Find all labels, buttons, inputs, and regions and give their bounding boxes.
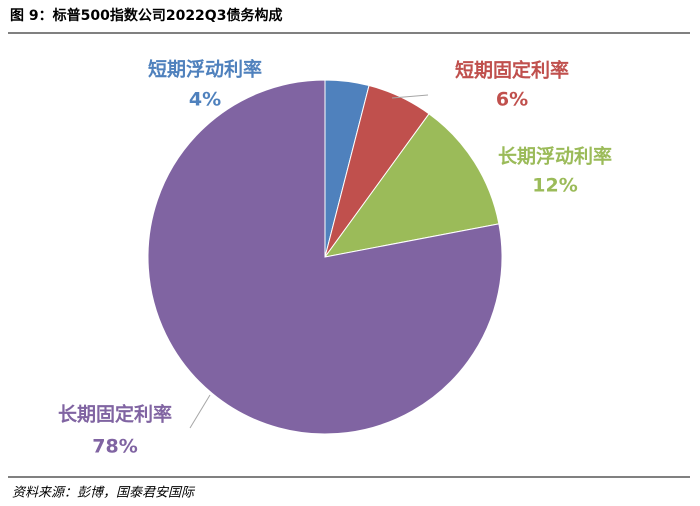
value-label: 4% xyxy=(189,89,221,111)
pie-slice xyxy=(147,79,503,435)
category-label: 长期固定利率 xyxy=(58,403,172,426)
chart-title: 图 9：标普500指数公司2022Q3债务构成 xyxy=(10,7,282,24)
value-label: 12% xyxy=(532,175,577,197)
pie-slice xyxy=(323,113,500,258)
source-note: 资料来源：彭博，国泰君安国际 xyxy=(12,486,196,501)
value-label: 6% xyxy=(496,89,528,111)
value-label: 78% xyxy=(92,436,137,458)
category-label: 短期固定利率 xyxy=(455,59,569,82)
leader-line xyxy=(189,394,211,429)
category-label: 短期浮动利率 xyxy=(148,58,262,81)
category-label: 长期浮动利率 xyxy=(498,145,612,168)
leader-line xyxy=(391,94,429,99)
